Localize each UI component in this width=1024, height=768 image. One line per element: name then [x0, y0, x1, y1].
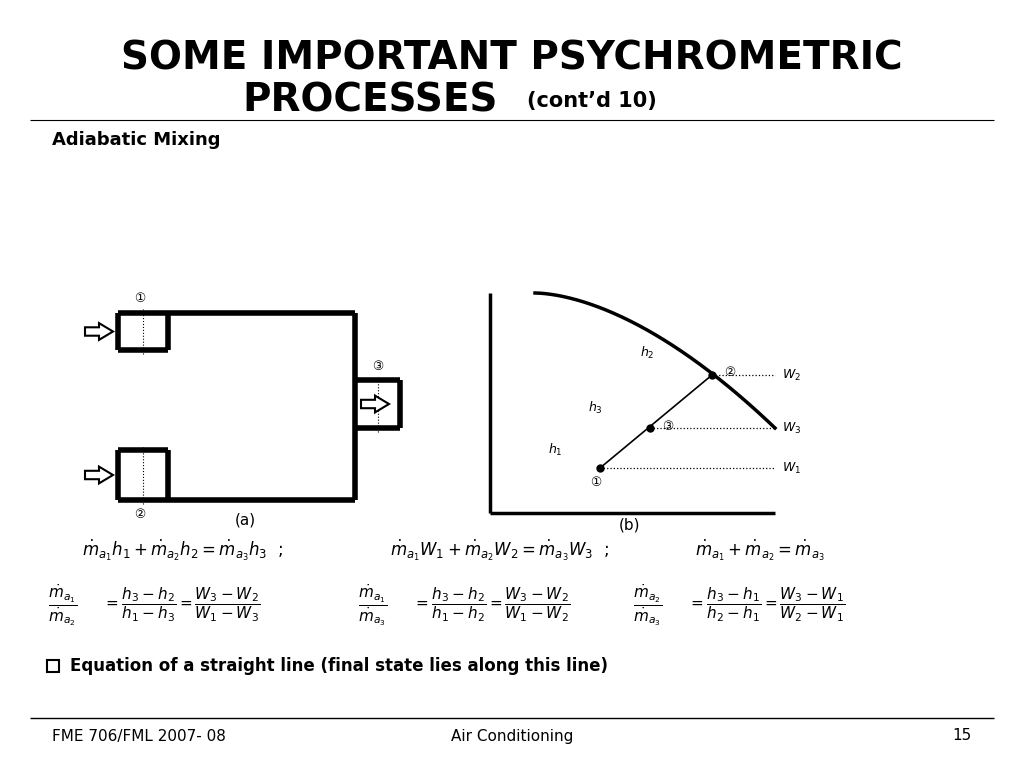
Text: (a): (a)	[234, 512, 256, 528]
Text: $h_1$: $h_1$	[548, 442, 562, 458]
Text: ③: ③	[662, 419, 673, 432]
Text: $\dot{m}_{a_1} + \dot{m}_{a_2} = \dot{m}_{a_3}$: $\dot{m}_{a_1} + \dot{m}_{a_2} = \dot{m}…	[695, 538, 825, 563]
Text: $h_3$: $h_3$	[588, 400, 602, 416]
Polygon shape	[85, 467, 113, 483]
Text: $= \dfrac{h_3 - h_2}{h_1 - h_2} = \dfrac{W_3 - W_2}{W_1 - W_2}$: $= \dfrac{h_3 - h_2}{h_1 - h_2} = \dfrac…	[413, 586, 570, 624]
Text: 15: 15	[952, 729, 972, 743]
Text: $W_3$: $W_3$	[782, 420, 801, 435]
Text: ①: ①	[134, 293, 145, 306]
Text: FME 706/FML 2007- 08: FME 706/FML 2007- 08	[52, 729, 226, 743]
Text: $\dfrac{\dot{m}_{a_2}}{\dot{m}_{a_3}}$: $\dfrac{\dot{m}_{a_2}}{\dot{m}_{a_3}}$	[633, 582, 663, 628]
Text: PROCESSES: PROCESSES	[243, 81, 498, 119]
Text: $= \dfrac{h_3 - h_2}{h_1 - h_3} = \dfrac{W_3 - W_2}{W_1 - W_3}$: $= \dfrac{h_3 - h_2}{h_1 - h_3} = \dfrac…	[103, 586, 260, 624]
Polygon shape	[361, 396, 389, 412]
Text: ①: ①	[591, 475, 602, 488]
Text: $W_2$: $W_2$	[782, 367, 801, 382]
Text: Equation of a straight line (final state lies along this line): Equation of a straight line (final state…	[70, 657, 608, 675]
Text: $h_2$: $h_2$	[640, 345, 654, 361]
Text: $\dot{m}_{a_1} W_1 + \dot{m}_{a_2} W_2 = \dot{m}_{a_3} W_3$  ;: $\dot{m}_{a_1} W_1 + \dot{m}_{a_2} W_2 =…	[390, 538, 608, 563]
Text: $\dfrac{\dot{m}_{a_1}}{\dot{m}_{a_3}}$: $\dfrac{\dot{m}_{a_1}}{\dot{m}_{a_3}}$	[358, 582, 387, 628]
Text: ③: ③	[372, 359, 383, 372]
Bar	[47, 660, 59, 672]
Text: ②: ②	[134, 508, 145, 521]
Text: $W_1$: $W_1$	[782, 461, 801, 475]
Text: (cont’d 10): (cont’d 10)	[527, 91, 656, 111]
Text: (b): (b)	[620, 518, 641, 532]
Text: Air Conditioning: Air Conditioning	[451, 729, 573, 743]
Text: ②: ②	[724, 366, 735, 379]
Text: $\dot{m}_{a_1} h_1 + \dot{m}_{a_2} h_2 = \dot{m}_{a_3} h_3$  ;: $\dot{m}_{a_1} h_1 + \dot{m}_{a_2} h_2 =…	[82, 538, 283, 563]
Text: Adiabatic Mixing: Adiabatic Mixing	[52, 131, 220, 149]
Text: $\dfrac{\dot{m}_{a_1}}{\dot{m}_{a_2}}$: $\dfrac{\dot{m}_{a_1}}{\dot{m}_{a_2}}$	[48, 582, 77, 628]
Text: $= \dfrac{h_3 - h_1}{h_2 - h_1} = \dfrac{W_3 - W_1}{W_2 - W_1}$: $= \dfrac{h_3 - h_1}{h_2 - h_1} = \dfrac…	[688, 586, 845, 624]
Polygon shape	[85, 323, 113, 340]
Text: SOME IMPORTANT PSYCHROMETRIC: SOME IMPORTANT PSYCHROMETRIC	[121, 39, 903, 77]
